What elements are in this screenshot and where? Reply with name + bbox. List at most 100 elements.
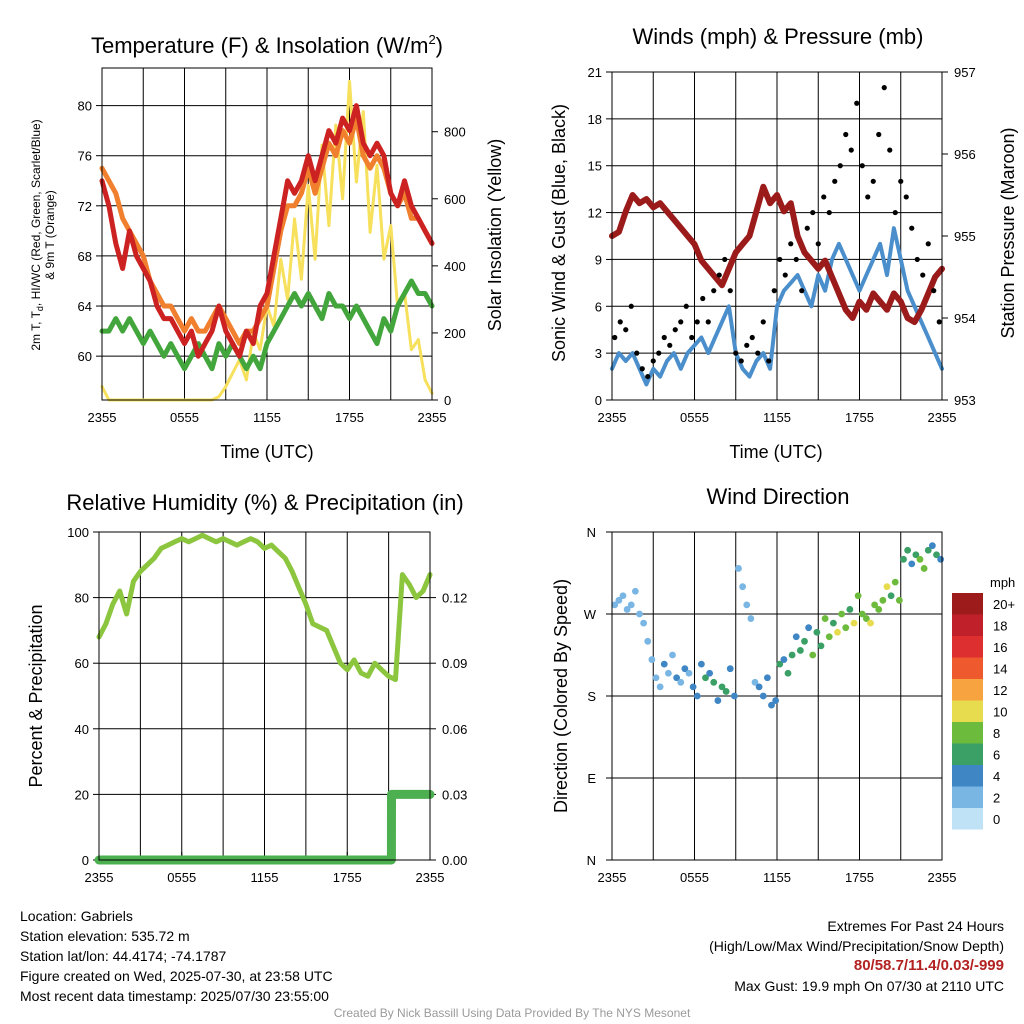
dir-point xyxy=(788,651,796,659)
wind-gust-point xyxy=(903,194,909,200)
temp-ytick-label: 76 xyxy=(78,149,92,164)
dir-point xyxy=(652,674,660,682)
dir-point xyxy=(673,674,681,682)
wind-gust-point xyxy=(782,272,788,278)
dir-point xyxy=(817,642,825,650)
wind-ytick-label: 15 xyxy=(588,159,602,174)
colorbar-swatch xyxy=(952,679,983,701)
wind-gust-point xyxy=(738,358,744,364)
colorbar-swatch xyxy=(952,808,983,830)
rh-ytick-right-label: 0.06 xyxy=(442,722,467,737)
rh-ytick-right-label: 0.12 xyxy=(442,591,467,606)
temp-ytick-label: 68 xyxy=(78,249,92,264)
dir-point xyxy=(862,615,870,622)
rh-ytick-label: 100 xyxy=(67,525,89,540)
colorbar-label: 18 xyxy=(993,619,1007,634)
rh-ytick-right-label: 0.00 xyxy=(442,853,467,868)
dir-point xyxy=(772,697,780,704)
dir-point xyxy=(739,583,747,591)
rh-ytick-label: 0 xyxy=(82,853,89,868)
dir-point xyxy=(829,619,837,627)
temp-series-line xyxy=(99,115,435,347)
wind-gust-point xyxy=(920,272,926,278)
temp-xtick-label: 2355 xyxy=(418,410,447,425)
dir-point xyxy=(710,678,718,686)
wind-gust-point xyxy=(667,342,673,348)
dir-point xyxy=(640,619,648,627)
rh-xtick-label: 2355 xyxy=(416,870,445,885)
dir-point xyxy=(611,601,619,609)
dir-point xyxy=(809,651,817,659)
dir-point xyxy=(685,669,693,677)
wind-gust-point xyxy=(617,319,623,325)
dir-ytick-label: S xyxy=(587,689,596,704)
dir-point xyxy=(660,660,668,668)
wind-gust-point xyxy=(788,241,794,247)
wind-gust-point xyxy=(650,358,656,364)
extremes-legend: (High/Low/Max Wind/Precipitation/Snow De… xyxy=(709,938,1004,954)
temp-ylabel-left-line2: & 9m T (Orange) xyxy=(43,190,57,280)
dir-point xyxy=(615,596,623,604)
wind-gust-point xyxy=(925,241,931,247)
dir-ylabel-left: Direction (Colored By Speed) xyxy=(551,579,571,813)
wind-gust-point xyxy=(749,334,755,341)
rh-ytick-label: 20 xyxy=(75,787,89,802)
created-text: Figure created on Wed, 2025-07-30, at 23… xyxy=(20,968,333,984)
dir-point xyxy=(669,651,676,659)
colorbar-swatch xyxy=(952,657,983,679)
wind-xtick-label: 2355 xyxy=(928,410,957,425)
temp-series-line xyxy=(99,278,435,372)
dir-point xyxy=(904,546,912,554)
extremes-info: Extremes For Past 24 Hours (High/Low/Max… xyxy=(709,916,1004,996)
rh-panel-title: Relative Humidity (%) & Precipitation (i… xyxy=(66,490,463,515)
colorbar-swatch xyxy=(952,700,983,722)
colorbar-swatch xyxy=(952,593,983,615)
dir-point xyxy=(850,619,858,627)
wind-gust-point xyxy=(799,288,805,294)
wind-gust-point xyxy=(931,288,937,294)
wind-gust-point xyxy=(821,194,827,200)
dir-point xyxy=(796,647,804,654)
dir-point xyxy=(677,678,685,686)
wind-axes-frame xyxy=(611,71,943,401)
dir-point xyxy=(900,555,907,563)
wind-gust-point xyxy=(870,178,876,184)
dir-point xyxy=(631,587,639,595)
wind-gust-point xyxy=(716,272,722,278)
wind-gust-point xyxy=(634,350,640,356)
rh-plot: 0 20 40 60 80 100 0.00 0.03 0.06 0.09 0.12 2355 0555… xyxy=(67,525,467,885)
dir-point xyxy=(702,674,709,682)
dir-xtick-label: 0555 xyxy=(680,870,709,885)
wind-gust-point xyxy=(771,288,777,294)
temp-xlabel: Time (UTC) xyxy=(220,442,313,462)
colorbar-swatch xyxy=(952,636,983,658)
max-gust-text: Max Gust: 19.9 mph On 07/30 at 2110 UTC xyxy=(734,978,1004,994)
rh-ytick-right-label: 0.03 xyxy=(442,787,467,802)
dir-point xyxy=(867,619,874,627)
wind-gust-point xyxy=(804,225,810,231)
rh-ytick-right-label: 0.09 xyxy=(442,656,467,671)
temp-panel-title: Temperature (F) & Insolation (W/m2) xyxy=(91,32,443,58)
wind-gust-point xyxy=(854,100,860,106)
rh-ytick-label: 40 xyxy=(75,722,89,737)
dir-point xyxy=(743,601,751,609)
dir-point xyxy=(821,615,829,622)
wind-gust-point xyxy=(892,209,898,216)
speed-colorbar: mph 20+ 18 16 14 12 10 8 6 4 2 0 xyxy=(952,575,1015,830)
dir-point xyxy=(883,583,891,591)
colorbar-label: 20+ xyxy=(993,597,1015,612)
temp-ylabel-right: Solar Insolation (Yellow) xyxy=(485,139,505,331)
wind-gust-point xyxy=(727,288,733,294)
dir-point xyxy=(656,683,664,691)
dir-ytick-label: W xyxy=(584,607,597,622)
dir-point xyxy=(636,610,643,618)
dir-point xyxy=(924,546,932,554)
wind-xtick-label: 0555 xyxy=(680,410,709,425)
rh-xtick-label: 0555 xyxy=(167,870,196,885)
wind-gust-point xyxy=(678,319,684,325)
wind-ytick-label: 12 xyxy=(588,206,602,221)
dir-point xyxy=(813,628,821,636)
colorbar-swatch xyxy=(952,743,983,765)
wind-panel-title: Winds (mph) & Pressure (mb) xyxy=(633,24,924,49)
